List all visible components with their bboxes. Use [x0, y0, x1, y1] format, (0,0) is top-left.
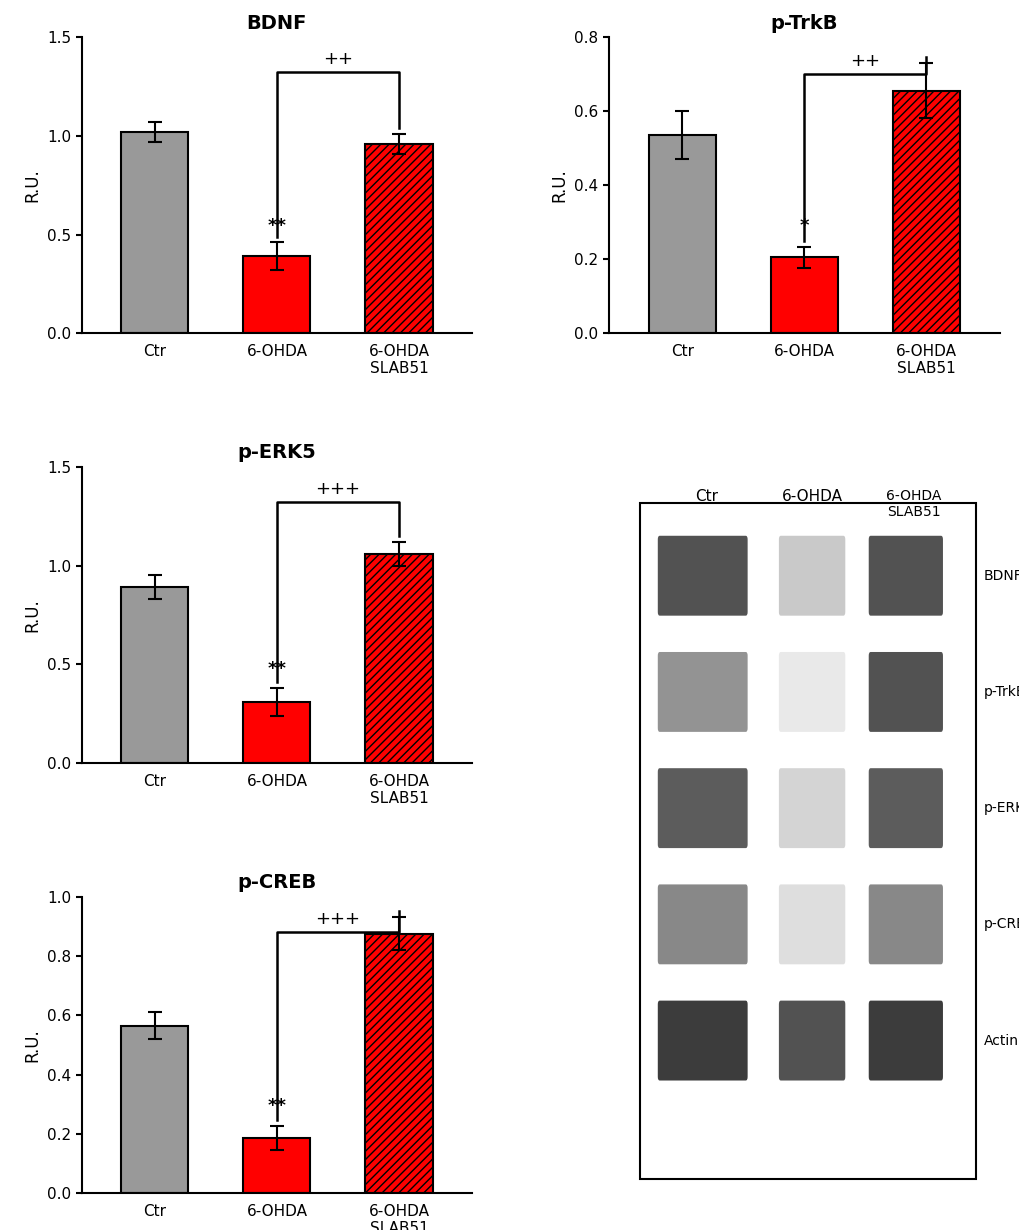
Text: **: **: [267, 216, 286, 235]
Text: Ctr: Ctr: [694, 488, 717, 503]
Bar: [121, 1026, 189, 1193]
FancyBboxPatch shape: [868, 769, 942, 849]
Y-axis label: R.U.: R.U.: [23, 169, 42, 202]
Bar: [365, 554, 432, 764]
Bar: [892, 91, 959, 333]
FancyBboxPatch shape: [657, 769, 747, 849]
Title: p-ERK5: p-ERK5: [237, 444, 316, 462]
Text: 6-OHDA
SLAB51: 6-OHDA SLAB51: [886, 488, 941, 519]
Bar: [121, 588, 189, 764]
FancyBboxPatch shape: [779, 536, 845, 616]
Text: *: *: [799, 218, 808, 235]
Bar: [770, 257, 837, 333]
FancyBboxPatch shape: [779, 884, 845, 964]
Bar: [244, 256, 310, 333]
Text: **: **: [267, 661, 286, 678]
Title: BDNF: BDNF: [247, 14, 307, 32]
FancyBboxPatch shape: [657, 652, 747, 732]
FancyBboxPatch shape: [657, 884, 747, 964]
Text: Actin: Actin: [983, 1033, 1018, 1048]
Y-axis label: R.U.: R.U.: [23, 1028, 42, 1061]
Text: p-ERK5: p-ERK5: [983, 801, 1019, 815]
Y-axis label: R.U.: R.U.: [550, 169, 569, 202]
Text: p-CREB: p-CREB: [983, 918, 1019, 931]
Text: p-TrkB: p-TrkB: [983, 685, 1019, 699]
Bar: [121, 132, 189, 333]
FancyBboxPatch shape: [868, 884, 942, 964]
FancyBboxPatch shape: [657, 536, 747, 616]
FancyBboxPatch shape: [868, 652, 942, 732]
Text: +++: +++: [315, 910, 360, 927]
Bar: [648, 135, 715, 333]
Text: BDNF: BDNF: [983, 568, 1019, 583]
FancyBboxPatch shape: [657, 1001, 747, 1080]
Y-axis label: R.U.: R.U.: [23, 598, 42, 632]
Title: p-CREB: p-CREB: [237, 873, 316, 892]
FancyBboxPatch shape: [868, 536, 942, 616]
FancyBboxPatch shape: [779, 769, 845, 849]
FancyBboxPatch shape: [779, 1001, 845, 1080]
Text: 6-OHDA: 6-OHDA: [781, 488, 842, 503]
Bar: [365, 934, 432, 1193]
Bar: [244, 702, 310, 764]
Text: ++: ++: [850, 52, 879, 70]
Text: **: **: [267, 1096, 286, 1114]
Text: ++: ++: [323, 50, 353, 68]
Title: p-TrkB: p-TrkB: [769, 14, 838, 32]
FancyBboxPatch shape: [779, 652, 845, 732]
Bar: [244, 1138, 310, 1193]
Bar: [365, 144, 432, 333]
Text: +++: +++: [315, 480, 360, 498]
FancyBboxPatch shape: [868, 1001, 942, 1080]
